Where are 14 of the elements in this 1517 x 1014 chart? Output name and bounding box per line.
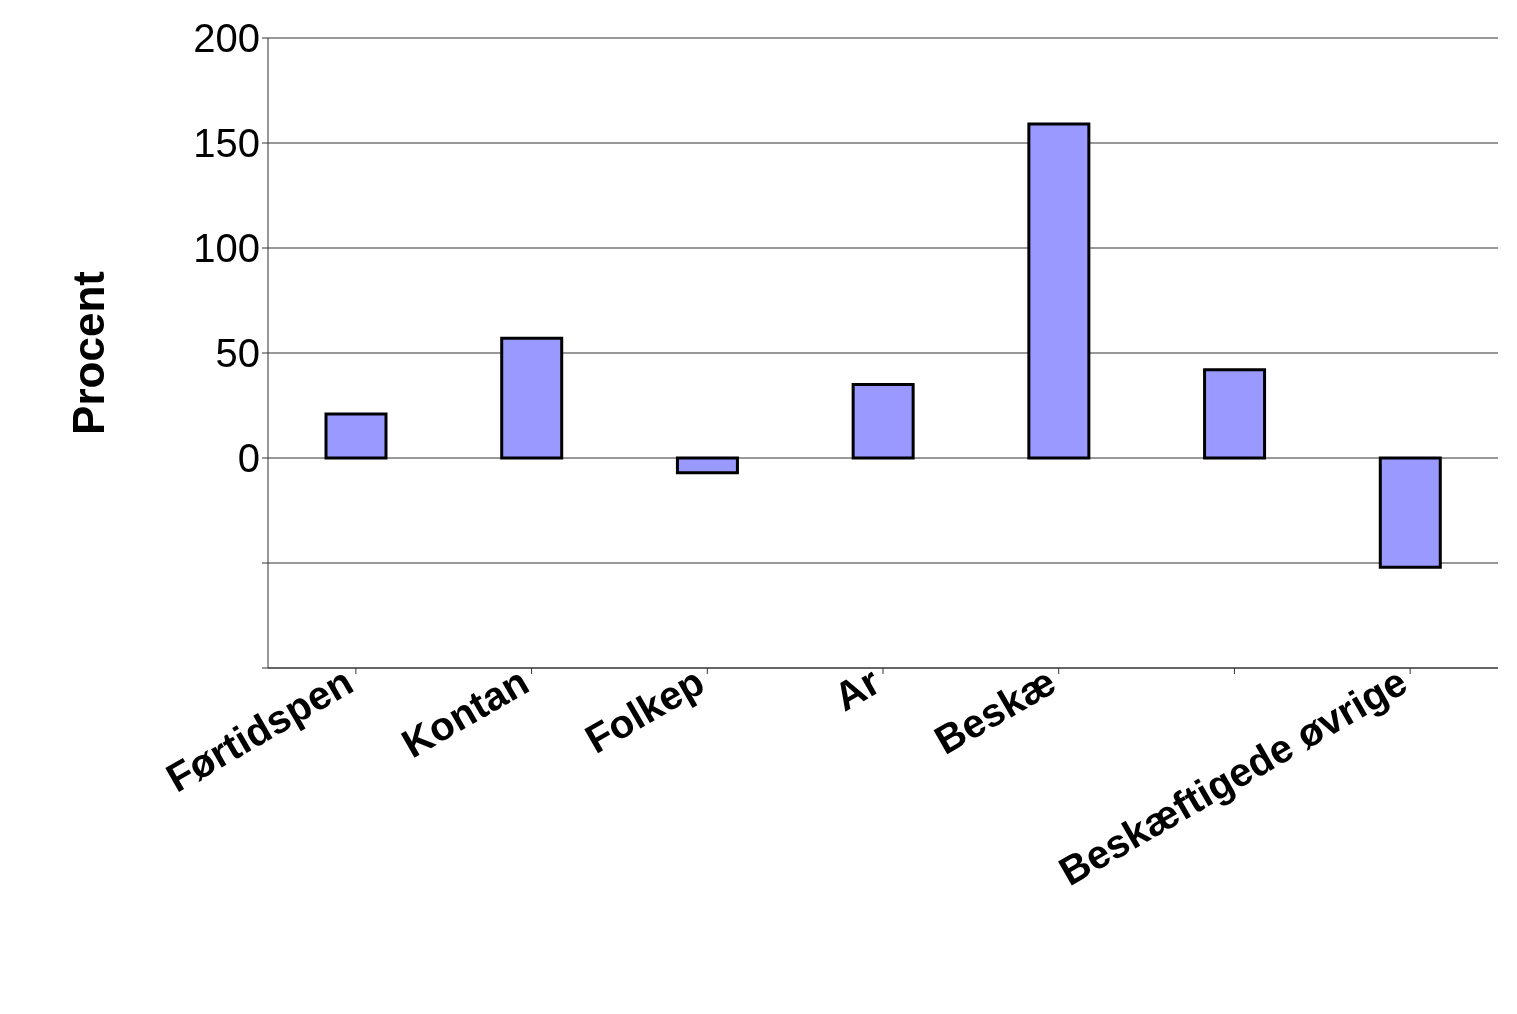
bar (500, 336, 564, 460)
bar (675, 456, 739, 475)
bar (851, 383, 915, 460)
x-tick-label: Ar (826, 658, 887, 720)
bar (324, 412, 388, 460)
y-axis-title: Procent (63, 270, 113, 435)
y-tick-label: 150 (193, 121, 260, 166)
bar (1378, 456, 1442, 569)
y-tick-label: 200 (193, 16, 260, 61)
y-tick-label: 0 (237, 436, 260, 481)
y-tick-label: 100 (193, 226, 260, 271)
y-tick-label: 50 (215, 331, 260, 376)
bar (1203, 368, 1267, 460)
bar (1027, 122, 1091, 460)
